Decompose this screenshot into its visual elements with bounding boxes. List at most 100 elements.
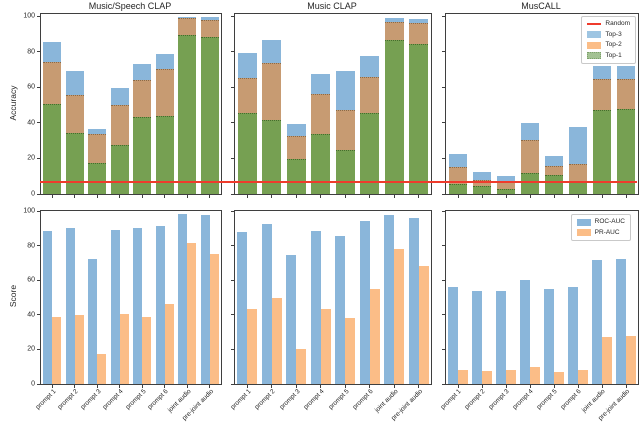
- y-tick: [231, 193, 235, 195]
- y-tick: [231, 86, 235, 88]
- bar-pr-auc: [554, 371, 564, 384]
- legend-item-top2: Top-2: [587, 41, 630, 49]
- bar-pr-auc: [187, 243, 197, 384]
- legend-item-random: Random: [587, 20, 630, 28]
- bar-segment-top1: [616, 108, 636, 194]
- x-tick: [369, 194, 371, 198]
- bar-segment-top1: [448, 184, 468, 194]
- bar-segment-top1: [472, 185, 492, 194]
- x-tick-label-text: prompt 3: [278, 388, 302, 412]
- y-tick: [442, 51, 446, 53]
- x-tick: [209, 384, 211, 388]
- bar-roc-auc: [616, 258, 626, 384]
- y-tick: [442, 383, 446, 385]
- bar-pr-auc: [296, 349, 307, 384]
- x-tick: [457, 384, 459, 388]
- legend-auc: ROC-AUC PR-AUC: [570, 214, 631, 241]
- bar-pr-auc: [345, 318, 356, 384]
- x-tick: [418, 384, 420, 388]
- y-tick: [37, 279, 41, 281]
- y-tick: [37, 245, 41, 247]
- x-tick: [295, 384, 297, 388]
- top1-swatch: [587, 52, 602, 59]
- y-tick: [442, 245, 446, 247]
- bar-segment-top1: [568, 182, 588, 194]
- x-tick: [481, 384, 483, 388]
- x-tick: [529, 384, 531, 388]
- x-tick: [74, 384, 76, 388]
- legend-label: Random: [605, 20, 630, 27]
- x-tick: [295, 194, 297, 198]
- x-tick: [369, 384, 371, 388]
- x-tick-label-text: prompt 2: [463, 388, 487, 412]
- x-tick: [164, 194, 166, 198]
- y-tick-label: 80: [27, 48, 35, 56]
- x-tick: [553, 194, 555, 198]
- y-tick: [231, 348, 235, 350]
- x-tick-label-text: prompt 1: [439, 388, 463, 412]
- x-tick: [457, 194, 459, 198]
- bar-segment-top1: [384, 40, 404, 194]
- bar-roc-auc: [133, 228, 143, 384]
- bar-pr-auc: [482, 371, 492, 384]
- x-tick: [119, 194, 121, 198]
- bar-segment-top1: [65, 132, 84, 194]
- bar-segment-top1: [311, 133, 331, 194]
- bar-roc-auc: [237, 231, 248, 384]
- bar-segment-top1: [155, 115, 174, 194]
- y-tick: [231, 122, 235, 124]
- bar-segment-top1: [360, 113, 380, 194]
- y-tick: [37, 122, 41, 124]
- y-tick: [231, 157, 235, 159]
- legend-label: Top-2: [605, 41, 622, 48]
- x-tick: [320, 384, 322, 388]
- y-tick: [231, 279, 235, 281]
- x-tick: [601, 194, 603, 198]
- pr-auc-swatch: [576, 229, 591, 236]
- y-tick: [37, 51, 41, 53]
- bar-roc-auc: [88, 258, 98, 384]
- bar-pr-auc: [320, 308, 331, 384]
- bar-segment-top1: [178, 35, 197, 194]
- y-tick: [37, 348, 41, 350]
- legend-label: Top-3: [605, 30, 622, 38]
- random-line-swatch: [587, 23, 602, 25]
- x-tick: [601, 384, 603, 388]
- bar-roc-auc: [178, 213, 188, 384]
- bar-roc-auc: [544, 288, 554, 384]
- bar-roc-auc: [286, 255, 297, 384]
- y-tick: [231, 245, 235, 247]
- x-tick: [577, 384, 579, 388]
- x-tick-label-text: prompt 1: [34, 388, 58, 412]
- top2-swatch: [587, 41, 602, 49]
- random-baseline-line: [40, 181, 637, 183]
- y-tick: [442, 193, 446, 195]
- legend-label: Top-1: [605, 51, 622, 59]
- x-tick: [344, 194, 346, 198]
- subplot-title-music-speech-clap: Music/Speech CLAP: [88, 1, 172, 11]
- bar-pr-auc: [418, 265, 429, 384]
- x-tick: [344, 384, 346, 388]
- bar-roc-auc: [496, 290, 506, 384]
- y-tick: [442, 157, 446, 159]
- plot-accuracy-muscall: Random Top-3 Top-2 Top-1: [442, 13, 639, 198]
- bar-pr-auc: [119, 313, 129, 384]
- x-tick: [529, 194, 531, 198]
- y-tick-label: 0: [31, 380, 35, 388]
- x-tick: [320, 194, 322, 198]
- y-tick-label: 100: [23, 12, 35, 20]
- x-tick: [418, 194, 420, 198]
- bar-segment-top1: [335, 150, 355, 194]
- bar-pr-auc: [209, 254, 219, 384]
- y-tick: [442, 15, 446, 17]
- bar-roc-auc: [310, 230, 321, 384]
- x-tick: [271, 384, 273, 388]
- x-tick: [164, 384, 166, 388]
- x-tick: [625, 194, 627, 198]
- y-tick: [37, 15, 41, 17]
- bar-pr-auc: [602, 337, 612, 384]
- bar-segment-top1: [133, 116, 152, 194]
- y-tick-label: 80: [27, 242, 35, 250]
- legend-item-top3: Top-3: [587, 31, 630, 39]
- bar-pr-auc: [271, 298, 282, 384]
